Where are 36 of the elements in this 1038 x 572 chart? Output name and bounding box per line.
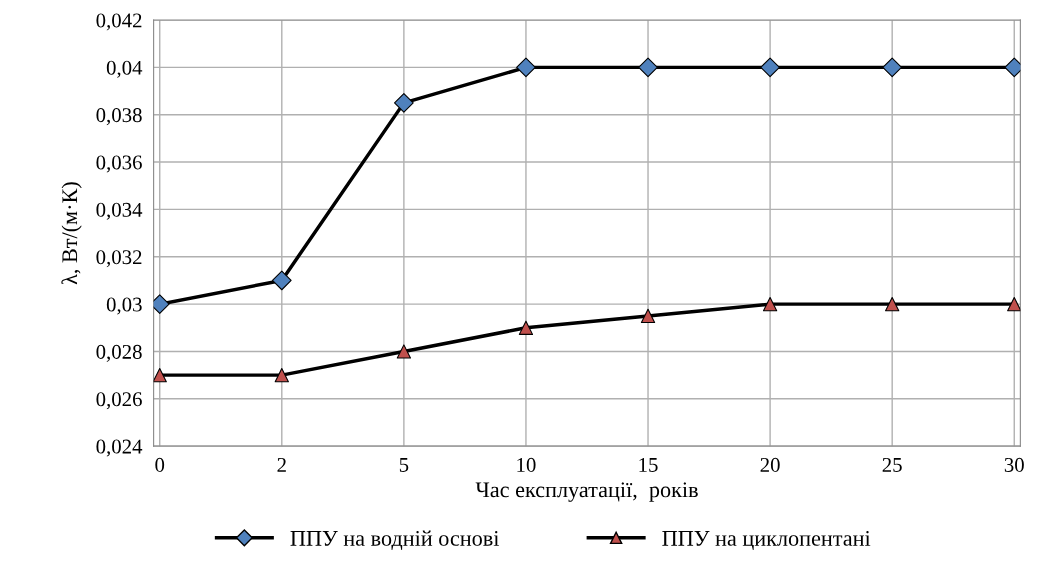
- y-tick-label: 0,04: [106, 60, 143, 78]
- y-tick-label: 0,042: [96, 13, 142, 31]
- y-axis-title: λ, Вт/(м·К): [61, 182, 82, 285]
- x-tick-label: 5: [399, 458, 409, 472]
- y-tick-label: 0,024: [96, 439, 143, 457]
- point: [516, 57, 536, 78]
- point: [271, 270, 292, 291]
- x-tick-label: 30: [1004, 457, 1024, 472]
- x-tick-label: 20: [760, 457, 780, 472]
- x-tick-label: 2: [277, 457, 286, 472]
- x-tick-label: 10: [517, 457, 536, 472]
- x-tick-label: 0: [155, 457, 165, 472]
- x-tick-label: 15: [639, 457, 658, 472]
- point: [762, 296, 778, 312]
- y-tick-label: 0,034: [96, 202, 143, 220]
- point: [760, 57, 780, 78]
- point: [394, 93, 414, 113]
- y-tick-label: 0,036: [96, 155, 142, 173]
- point: [274, 367, 289, 383]
- point: [396, 344, 412, 359]
- point: [640, 308, 656, 324]
- y-tick-label: 0,03: [106, 297, 142, 315]
- y-tick-label: 0,026: [96, 392, 142, 410]
- y-tick-label: 0,038: [96, 108, 142, 126]
- point: [1007, 296, 1021, 312]
- y-tick-label: 0,032: [96, 250, 142, 268]
- x-tick-label: 25: [882, 457, 902, 472]
- point: [885, 296, 900, 312]
- point: [638, 57, 658, 78]
- point: [882, 57, 903, 78]
- legend-label: ППУ на циклопентані: [662, 530, 871, 550]
- point: [518, 320, 534, 335]
- y-tick-label: 0,028: [96, 344, 142, 362]
- legend-label: ППУ на водній основі: [290, 530, 500, 550]
- x-axis-title: Час експлуатації, років: [475, 482, 698, 502]
- point: [153, 367, 167, 383]
